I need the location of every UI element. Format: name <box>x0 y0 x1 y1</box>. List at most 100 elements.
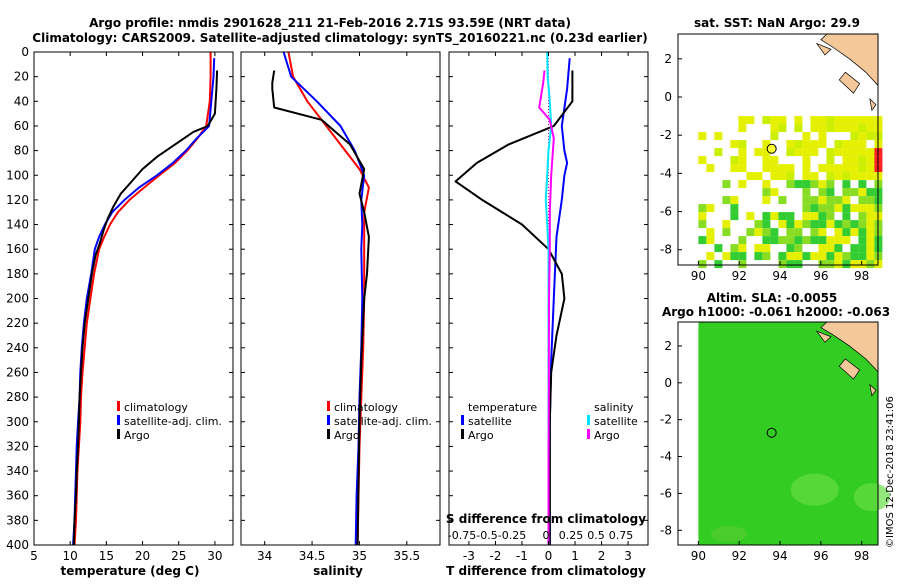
sst-cell <box>858 172 867 181</box>
sst-cell <box>850 260 859 269</box>
series-line-argo <box>72 70 219 546</box>
sst-cell <box>786 260 795 269</box>
salinity-panel: 34 34.5 35 35.5 <box>240 51 441 563</box>
sst-cell <box>818 196 827 205</box>
sst-cell <box>866 204 875 213</box>
sst-cell <box>834 252 843 261</box>
sst-cell <box>858 244 867 253</box>
y-tick-label: 180 <box>6 267 29 281</box>
diff-legend-salinity-title: salinity <box>594 401 634 414</box>
y-tick-label: 340 <box>6 464 29 478</box>
sst-cell <box>802 220 811 229</box>
sst-cell <box>818 140 827 149</box>
series-line-satellite-adj-clim- <box>72 58 216 546</box>
sst-cell <box>818 260 827 269</box>
sst-cell <box>762 244 771 253</box>
map-frame <box>677 33 879 266</box>
sst-cell <box>858 132 867 141</box>
legend-swatch-climatology <box>327 401 330 411</box>
sst-cell <box>818 164 827 173</box>
sst-cell <box>858 220 867 229</box>
sst-cell <box>794 236 803 245</box>
sst-cell <box>858 212 867 221</box>
x-tick-label: -3 <box>463 549 475 563</box>
sst-cell <box>802 252 811 261</box>
sst-cell <box>754 252 763 261</box>
sst-cell <box>770 116 779 125</box>
sst-cell <box>802 164 811 173</box>
x-tick-label: -1 <box>516 549 528 563</box>
map-x-tick-label: 94 <box>772 269 787 283</box>
sst-cell <box>786 252 795 261</box>
sst-cell <box>778 124 787 133</box>
sst-cell <box>842 220 851 229</box>
sst-cell <box>754 220 763 229</box>
sst-cell <box>866 188 875 197</box>
land-simeulue <box>815 330 832 343</box>
sst-cell <box>738 180 747 189</box>
sst-cell <box>762 156 771 165</box>
sst-cell <box>778 260 787 269</box>
y-tick-label: 20 <box>14 70 29 84</box>
sst-cell <box>698 156 707 165</box>
sst-cell <box>722 180 731 189</box>
y-tick-label: 80 <box>14 144 29 158</box>
temp-legend-climatology: climatology <box>124 401 188 414</box>
x-tick-label: -2 <box>489 549 501 563</box>
map-x-tick-label: 90 <box>691 269 706 283</box>
sst-cell <box>738 148 747 157</box>
sst-cell <box>738 124 747 133</box>
sst-cell <box>858 196 867 205</box>
sst-cell <box>866 228 875 237</box>
sst-cell <box>826 196 835 205</box>
sst-cell <box>866 252 875 261</box>
sst-cell <box>826 212 835 221</box>
temp-legend-satellite: satellite-adj. clim. <box>124 415 222 428</box>
sst-cell <box>762 164 771 173</box>
sst-cell <box>794 180 803 189</box>
x-tick-label: 34 <box>257 549 272 563</box>
sst-cell <box>706 204 715 213</box>
sst-cell <box>850 220 859 229</box>
legend-swatch-argo <box>117 429 120 439</box>
sst-cell <box>858 188 867 197</box>
sst-cell <box>794 220 803 229</box>
sst-cell <box>746 172 755 181</box>
sst-cell <box>706 236 715 245</box>
map-y-tick-label: -2 <box>660 413 672 427</box>
sst-cell <box>706 228 715 237</box>
sst-cell <box>770 132 779 141</box>
sst-cell <box>866 148 875 157</box>
sst-cell <box>850 172 859 181</box>
sst-cell <box>786 228 795 237</box>
x-tick-label: 35.5 <box>393 549 420 563</box>
sst-cell <box>794 252 803 261</box>
y-tick-label: 160 <box>6 242 29 256</box>
x-tick-label: 20 <box>135 549 150 563</box>
sst-cell <box>842 260 851 269</box>
sst-cell <box>738 116 747 125</box>
sst-cell <box>842 252 851 261</box>
sst-cell <box>762 220 771 229</box>
sst-cell <box>754 148 763 157</box>
sst-cell <box>850 204 859 213</box>
sst-cell <box>858 236 867 245</box>
sst-cell <box>762 196 771 205</box>
sst-cell <box>802 172 811 181</box>
sst-cell <box>866 244 875 253</box>
x-tick-label: 0 <box>545 549 553 563</box>
sla-anomaly <box>790 473 839 506</box>
s-tick-label: 0.25 <box>559 529 584 542</box>
sst-cell <box>818 124 827 133</box>
sst-cell <box>802 188 811 197</box>
sst-cell <box>746 116 755 125</box>
sst-cell <box>818 188 827 197</box>
diff-legend-sal-argo: Argo <box>594 429 620 442</box>
sst-cell <box>698 236 707 245</box>
y-tick-label: 300 <box>6 415 29 429</box>
map-x-tick-label: 94 <box>772 549 787 563</box>
y-tick-label: 60 <box>14 119 29 133</box>
s-tick-label: 0.75 <box>609 529 634 542</box>
land-sumatra <box>820 33 879 87</box>
